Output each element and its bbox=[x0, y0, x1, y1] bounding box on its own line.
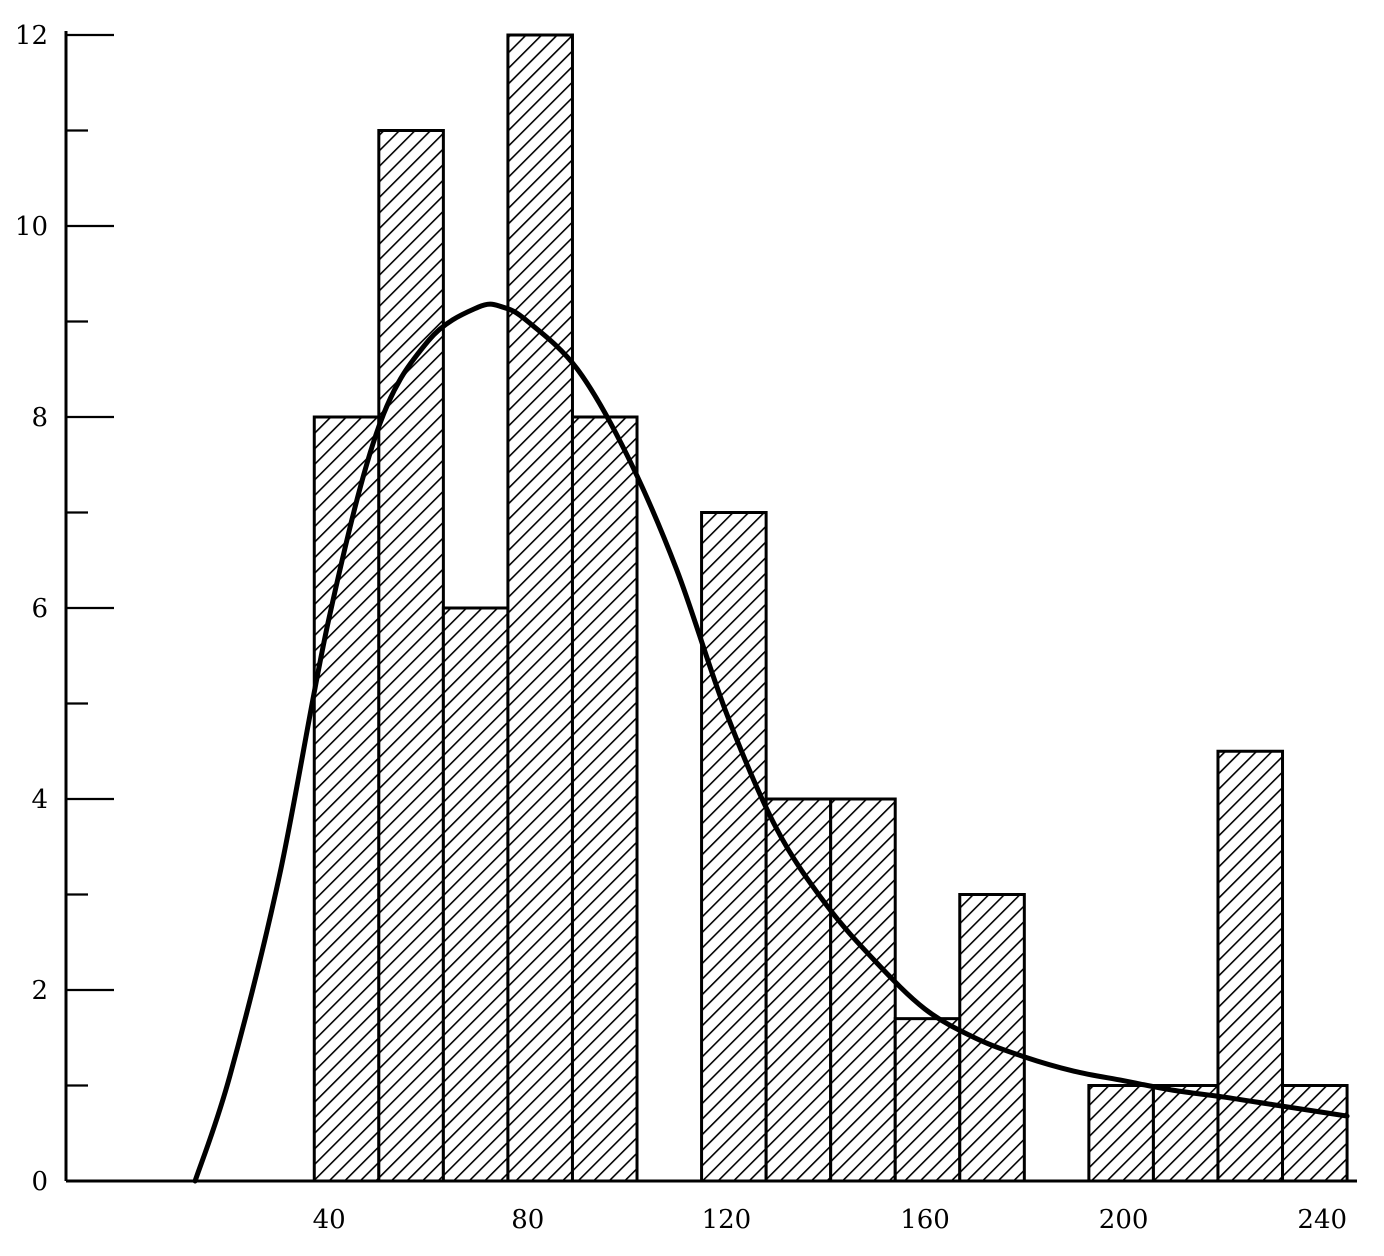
y-tick-label-4: 4 bbox=[31, 785, 48, 815]
y-tick-label-12: 12 bbox=[15, 21, 48, 51]
fitted-density-curve bbox=[192, 301, 1350, 1184]
y-tick-label-0: 0 bbox=[31, 1167, 48, 1197]
histogram-bar-11 bbox=[1151, 1084, 1220, 1183]
x-tick-label-40: 40 bbox=[313, 1205, 346, 1235]
histogram-bar-1 bbox=[377, 129, 445, 1183]
x-tick-label-160: 160 bbox=[900, 1205, 950, 1235]
histogram-bar-6 bbox=[764, 797, 833, 1183]
y-tick-label-2: 2 bbox=[31, 976, 48, 1006]
x-tick-label-200: 200 bbox=[1099, 1205, 1149, 1235]
histogram-bar-10 bbox=[1087, 1084, 1155, 1183]
histogram-bar-13 bbox=[1281, 1084, 1349, 1183]
histogram-bar-12 bbox=[1216, 749, 1285, 1183]
histogram-bar-2 bbox=[441, 606, 510, 1183]
y-tick-label-10: 10 bbox=[15, 212, 48, 242]
y-tick-label-8: 8 bbox=[31, 403, 48, 433]
histogram-bar-8 bbox=[893, 1017, 962, 1183]
histogram-bar-7 bbox=[829, 797, 897, 1183]
fitted-curve-layer bbox=[192, 301, 1350, 1184]
x-tick-label-80: 80 bbox=[511, 1205, 544, 1235]
histogram-bar-3 bbox=[506, 33, 574, 1183]
y-tick-label-6: 6 bbox=[31, 594, 48, 624]
bars-layer bbox=[312, 33, 1349, 1183]
tick-labels: 40 80 120 160 200 240 0 2 4 6 8 10 12 bbox=[15, 21, 1347, 1235]
axes bbox=[64, 31, 1357, 1183]
histogram-bar-4 bbox=[570, 415, 639, 1183]
x-tick-label-120: 120 bbox=[702, 1205, 752, 1235]
x-tick-label-240: 240 bbox=[1297, 1205, 1347, 1235]
histogram-bar-5 bbox=[700, 511, 768, 1183]
